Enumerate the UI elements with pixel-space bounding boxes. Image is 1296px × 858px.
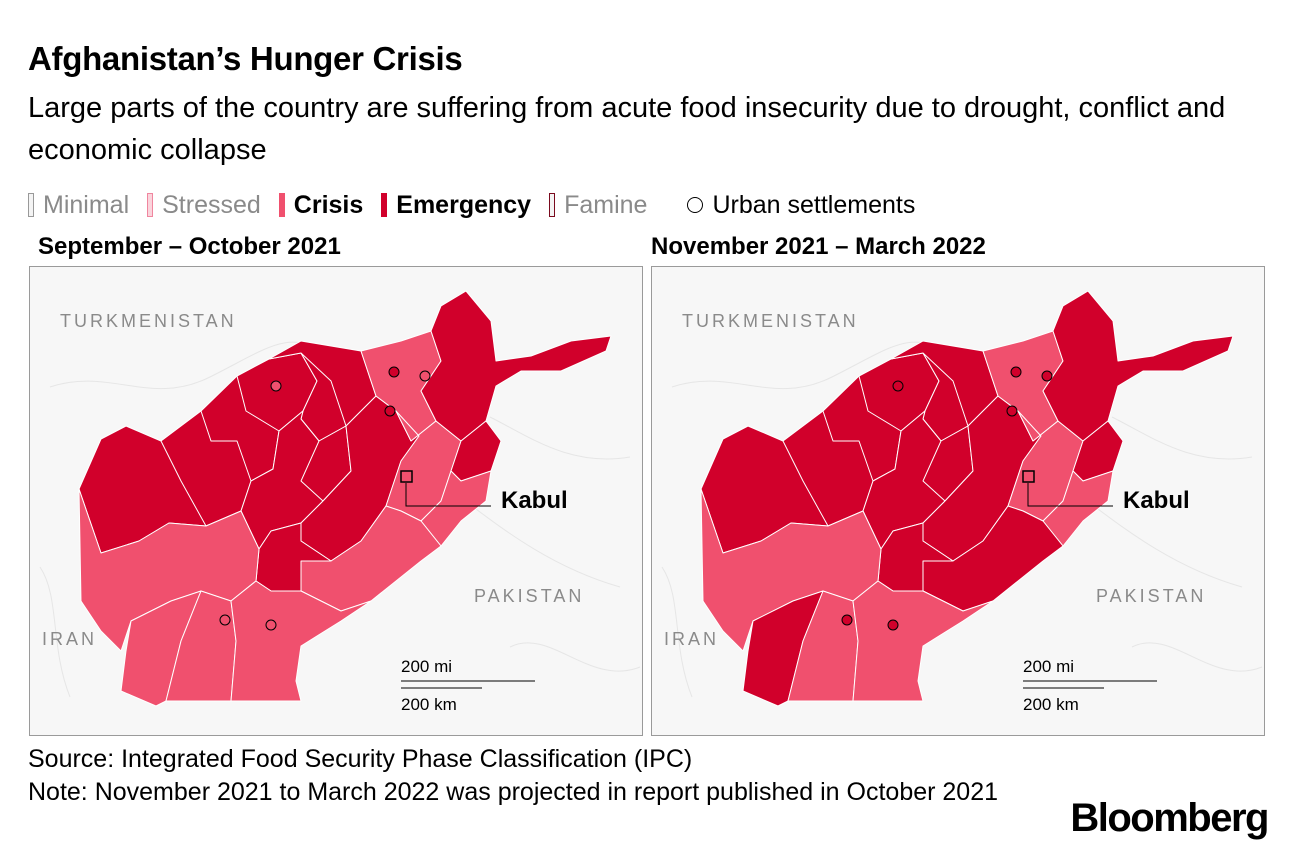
- note-text: Note: November 2021 to March 2022 was pr…: [28, 778, 999, 806]
- urban-circle-icon: [1006, 405, 1018, 417]
- urban-settlements: [841, 366, 1113, 631]
- legend-item-crisis: Crisis: [278, 190, 364, 220]
- urban-circle-icon: [841, 614, 853, 626]
- label-pakistan: PAKISTAN: [474, 586, 584, 606]
- footer-notes: Source: Integrated Food Security Phase C…: [28, 743, 1008, 809]
- label-turkmenistan: TURKMENISTAN: [682, 311, 859, 331]
- label-iran: IRAN: [664, 629, 719, 649]
- legend-item-urban: Urban settlements: [665, 191, 915, 220]
- legend-label-famine: Famine: [564, 190, 648, 219]
- urban-circle-icon: [419, 370, 431, 382]
- legend-label-crisis: Crisis: [293, 190, 364, 219]
- urban-circle-icon: [1010, 366, 1022, 378]
- label-kabul: Kabul: [1123, 487, 1190, 514]
- legend-swatch-minimal: [28, 193, 34, 217]
- kabul-leader-line: [405, 483, 491, 507]
- urban-circle-icon: [265, 619, 277, 631]
- region-kandahar: [852, 580, 994, 702]
- kabul-square-icon: [400, 470, 413, 483]
- legend-swatch-emergency: [381, 193, 388, 217]
- legend-label-urban: Urban settlements: [712, 190, 916, 219]
- label-kabul: Kabul: [501, 487, 568, 514]
- region-kandahar: [230, 580, 372, 702]
- map-title-right: November 2021 – March 2022: [651, 233, 986, 260]
- kabul-square-icon: [1022, 470, 1035, 483]
- scale-bar: 200 mi 200 km: [1023, 657, 1157, 714]
- urban-circle-icon: [892, 380, 904, 392]
- region-badakhshan: [1042, 290, 1234, 442]
- chart-title: Afghanistan’s Hunger Crisis: [28, 40, 463, 77]
- urban-circle-icon: [219, 614, 231, 626]
- legend: Minimal Stressed Crisis Emergency Famine…: [28, 188, 933, 222]
- urban-circle-icon: [687, 197, 704, 213]
- inner-boundaries: [782, 352, 969, 527]
- region-east-stressed: [1042, 470, 1114, 547]
- legend-swatch-famine: [549, 193, 556, 217]
- label-iran: IRAN: [42, 629, 97, 649]
- map-right: TURKMENISTAN IRAN PAKISTAN Kabul 200 mi …: [652, 267, 1264, 735]
- map-panel-right: TURKMENISTAN IRAN PAKISTAN Kabul 200 mi …: [651, 266, 1265, 736]
- label-pakistan: PAKISTAN: [1096, 586, 1206, 606]
- urban-circle-icon: [388, 366, 400, 378]
- scale-km-label: 200 km: [401, 695, 457, 714]
- legend-label-emergency: Emergency: [396, 190, 532, 219]
- legend-item-emergency: Emergency: [381, 191, 531, 220]
- terrain-texture: [661, 341, 1263, 698]
- urban-circle-icon: [384, 405, 396, 417]
- legend-swatch-crisis: [278, 193, 285, 217]
- legend-item-stressed: Stressed: [147, 191, 261, 220]
- scale-bar: 200 mi 200 km: [401, 657, 535, 714]
- region-east-stressed: [420, 470, 492, 547]
- source-text: Source: Integrated Food Security Phase C…: [28, 745, 693, 773]
- scale-mi-label: 200 mi: [1023, 657, 1074, 676]
- legend-item-minimal: Minimal: [28, 191, 129, 220]
- map-left: TURKMENISTAN IRAN PAKISTAN Kabul 200 mi …: [30, 267, 642, 735]
- legend-item-famine: Famine: [549, 191, 647, 220]
- inner-boundaries: [160, 352, 347, 527]
- urban-circle-icon: [887, 619, 899, 631]
- region-badakhshan: [420, 290, 612, 442]
- legend-swatch-stressed: [147, 193, 154, 217]
- legend-label-minimal: Minimal: [43, 190, 130, 219]
- urban-circle-icon: [270, 380, 282, 392]
- label-turkmenistan: TURKMENISTAN: [60, 311, 237, 331]
- legend-label-stressed: Stressed: [162, 190, 261, 219]
- urban-settlements: [219, 366, 491, 631]
- scale-km-label: 200 km: [1023, 695, 1079, 714]
- scale-mi-label: 200 mi: [401, 657, 452, 676]
- kabul-leader-line: [1027, 483, 1113, 507]
- map-panel-left: TURKMENISTAN IRAN PAKISTAN Kabul 200 mi …: [29, 266, 643, 736]
- chart-subtitle: Large parts of the country are suffering…: [28, 92, 1226, 166]
- bloomberg-logo: Bloomberg: [1070, 796, 1269, 840]
- urban-circle-icon: [1041, 370, 1053, 382]
- map-title-left: September – October 2021: [38, 233, 341, 260]
